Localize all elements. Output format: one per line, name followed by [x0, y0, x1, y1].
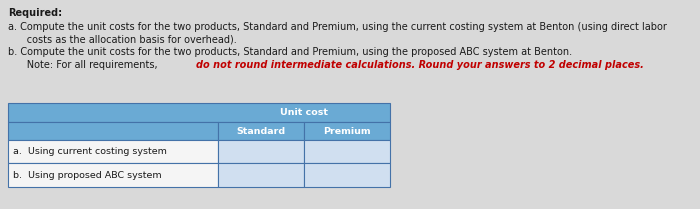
Text: do not round intermediate calculations. Round your answers to 2 decimal places.: do not round intermediate calculations. …	[195, 60, 643, 70]
Text: costs as the allocation basis for overhead).: costs as the allocation basis for overhe…	[8, 34, 237, 44]
Text: a. Compute the unit costs for the two products, Standard and Premium, using the : a. Compute the unit costs for the two pr…	[8, 22, 667, 32]
Text: b. Compute the unit costs for the two products, Standard and Premium, using the : b. Compute the unit costs for the two pr…	[8, 47, 572, 57]
Bar	[8, 140, 218, 163]
Text: Required:: Required:	[8, 8, 62, 18]
Text: Note: For all requirements,: Note: For all requirements,	[8, 60, 161, 70]
Text: Premium: Premium	[323, 126, 371, 135]
Bar	[218, 140, 304, 163]
Bar	[8, 163, 218, 187]
Bar	[304, 140, 390, 163]
Text: b.  Using proposed ABC system: b. Using proposed ABC system	[13, 171, 162, 180]
Bar	[218, 163, 304, 187]
Bar	[8, 103, 390, 122]
Bar	[8, 122, 218, 140]
Bar	[218, 122, 304, 140]
Bar	[304, 163, 390, 187]
Text: a.  Using current costing system: a. Using current costing system	[13, 147, 167, 156]
Text: Unit cost: Unit cost	[280, 108, 328, 117]
Text: Standard: Standard	[237, 126, 286, 135]
Bar	[304, 122, 390, 140]
